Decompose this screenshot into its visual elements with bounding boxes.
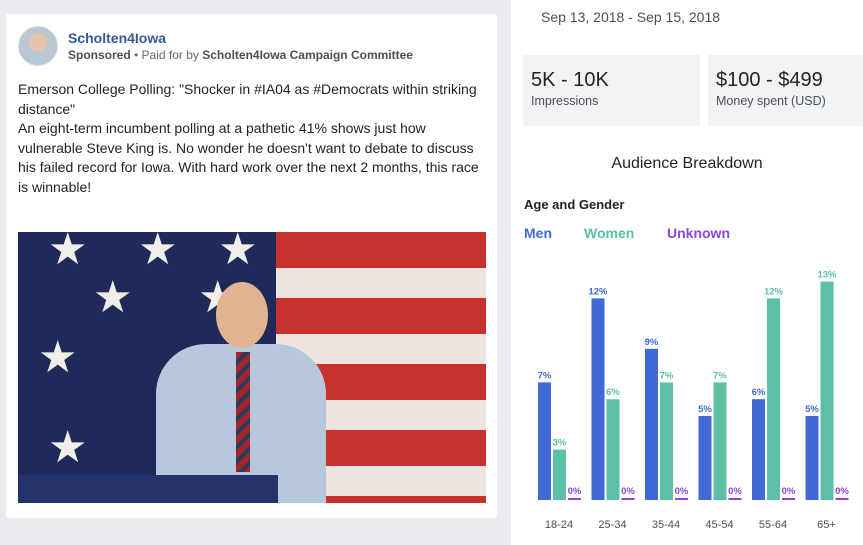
bar-men-55-64[interactable] [752,399,765,500]
spent-value: $100 - $499 [716,69,823,91]
bar-women-25-34[interactable] [606,399,620,500]
section-title: Age and Gender [524,197,625,212]
data-label: 0% [675,486,689,497]
post-text-line2: An eight-term incumbent polling at a pat… [18,120,479,195]
bar-men-35-44[interactable] [645,348,658,500]
data-label: 12% [764,286,784,297]
date-range: Sep 13, 2018 - Sep 15, 2018 [541,9,721,25]
data-label: 5% [698,404,712,415]
bar-unknown-25-34[interactable] [621,498,635,500]
bar-women-65+[interactable] [820,281,834,500]
ad-card: Scholten4Iowa Sponsored • Paid for by Sc… [6,14,497,518]
x-tick-label: 55-64 [759,519,787,531]
impressions-label: Impressions [531,94,599,108]
bar-men-18-24[interactable] [538,382,551,500]
data-label: 9% [645,337,659,348]
spent-box: $100 - $499 Money spent (USD) [708,55,863,126]
spent-label: Money spent (USD) [716,94,826,108]
bar-unknown-55-64[interactable] [782,498,795,500]
x-tick-label: 35-44 [652,519,680,531]
star-icon: ★ [48,423,88,472]
star-icon: ★ [48,232,88,274]
impressions-value: 5K - 10K [531,69,609,91]
bar-women-18-24[interactable] [553,449,566,500]
x-tick-label: 45-54 [705,519,733,531]
post-image[interactable]: ★ ★ ★ ★ ★ ★ ★ [18,232,486,503]
data-label: 7% [538,370,552,381]
bar-unknown-45-54[interactable] [728,498,742,500]
data-label: 6% [606,387,620,398]
legend-women: Women [584,225,635,241]
legend-unknown: Unknown [667,225,730,241]
star-icon: ★ [218,232,258,274]
data-label: 0% [835,486,849,497]
data-label: 6% [752,387,766,398]
data-label: 12% [588,286,608,297]
bar-men-65+[interactable] [805,416,819,500]
ad-details-panel: Sep 13, 2018 - Sep 15, 2018 5K - 10K Imp… [511,0,863,545]
data-label: 0% [728,486,742,497]
payer-name: Scholten4Iowa Campaign Committee [202,48,413,62]
data-label: 0% [568,486,582,497]
data-label: 7% [713,370,727,381]
breakdown-title: Audience Breakdown [611,155,763,172]
x-tick-label: 65+ [817,519,836,531]
bar-men-45-54[interactable] [698,416,712,500]
post-text: Emerson College Polling: "Shocker in #IA… [18,80,488,197]
legend-men: Men [524,225,552,241]
bar-unknown-65+[interactable] [835,498,849,500]
podium [18,475,278,503]
star-icon: ★ [38,333,78,382]
page-name-link[interactable]: Scholten4Iowa [68,30,167,46]
bar-unknown-35-44[interactable] [675,498,688,500]
bar-women-55-64[interactable] [767,298,780,500]
data-label: 3% [553,438,567,449]
data-label: 13% [817,270,837,281]
sponsored-label: Sponsored [68,48,131,62]
age-gender-chart: 7% 3% 0% 18-24 12% 6% 0% 25-34 9% 7% 0% 35-44 5% 7% 0%… [538,270,850,531]
bar-men-25-34[interactable] [591,298,605,500]
avatar[interactable] [18,26,58,66]
data-label: 5% [805,404,819,415]
bar-women-35-44[interactable] [660,382,673,500]
data-label: 7% [660,370,674,381]
speaker [138,282,326,503]
data-label: 0% [621,486,635,497]
data-label: 0% [782,486,796,497]
x-tick-label: 25-34 [598,519,626,531]
impressions-box: 5K - 10K Impressions [523,55,700,126]
bar-unknown-18-24[interactable] [568,498,581,500]
paid-for-prefix: • Paid for by [130,48,203,62]
star-icon: ★ [138,232,178,274]
star-icon: ★ [93,273,133,322]
bar-women-45-54[interactable] [713,382,727,500]
sponsored-line: Sponsored • Paid for by Scholten4Iowa Ca… [68,48,413,62]
post-text-line1: Emerson College Polling: "Shocker in #IA… [18,81,477,117]
x-tick-label: 18-24 [545,519,573,531]
